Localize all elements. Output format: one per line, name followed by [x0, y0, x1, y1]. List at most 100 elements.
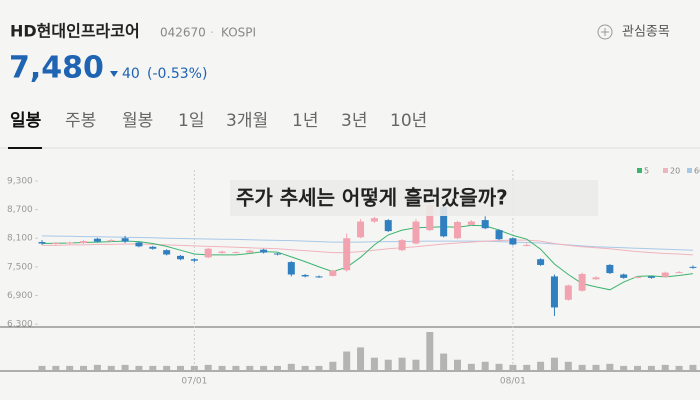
watch-label[interactable]: 관심종목	[622, 25, 670, 40]
volume-bar	[426, 332, 434, 370]
volume-bar	[467, 363, 475, 370]
volume-bar	[454, 359, 461, 370]
y-tick-label: 7,500	[7, 262, 33, 272]
volume-bar	[190, 365, 198, 370]
tab[interactable]: 1년	[292, 111, 318, 131]
volume-bar	[634, 365, 642, 370]
candle-body	[578, 274, 586, 291]
watch-button[interactable]: 관심종목	[597, 24, 670, 40]
y-tick-label: 8,100	[7, 234, 33, 244]
volume-bar	[315, 365, 323, 370]
candle-body	[80, 241, 88, 244]
change: 40	[122, 66, 140, 82]
volume-bar	[675, 365, 683, 370]
candle-body	[287, 262, 295, 275]
legend-label: 5	[644, 167, 649, 176]
volume-bar	[260, 365, 268, 370]
legend-swatch	[663, 168, 668, 173]
volume-bar	[592, 364, 600, 370]
volume-bar	[232, 365, 240, 370]
tab[interactable]: 10년	[390, 111, 427, 131]
volume-bar	[440, 353, 448, 370]
legend-swatch	[687, 168, 692, 173]
y-tick-label: 9,300	[7, 176, 33, 186]
volume-bar	[495, 363, 503, 370]
candle-body	[689, 266, 697, 268]
volume-bar	[246, 365, 254, 370]
candle-body	[204, 248, 212, 258]
candle-body	[412, 221, 420, 244]
candle-body	[218, 251, 226, 254]
candle-body	[177, 255, 184, 260]
y-tick-label: 8,700	[7, 205, 33, 215]
volume-bar	[647, 365, 655, 370]
candle-body	[273, 253, 281, 255]
candle-body	[426, 204, 434, 231]
tab[interactable]: 월봉	[122, 111, 153, 131]
candle-body	[384, 220, 392, 232]
change-pct: (-0.53%)	[147, 66, 207, 82]
candle-body	[606, 264, 614, 274]
legend-label: 20	[670, 167, 680, 176]
tab[interactable]: 주봉	[65, 111, 96, 131]
candle-body	[370, 218, 378, 222]
legend-swatch	[637, 168, 642, 173]
candle-body	[564, 285, 572, 300]
volume-bar	[537, 361, 545, 370]
candle-body	[440, 206, 448, 237]
volume-bar	[204, 364, 212, 370]
volume-bar	[218, 365, 226, 370]
y-tick-label: 6,900	[7, 291, 33, 301]
annotation-box	[230, 180, 598, 216]
candle-body	[509, 238, 517, 245]
tab[interactable]: 3개월	[226, 111, 268, 131]
volume-bar	[620, 365, 628, 370]
candle-body	[52, 243, 60, 245]
price: 7,480	[9, 51, 104, 86]
candle-body	[121, 238, 129, 242]
candle-body	[163, 250, 171, 255]
candle-body	[93, 238, 101, 242]
candle-body	[315, 276, 323, 278]
candle-body	[495, 230, 503, 240]
candle-body	[661, 272, 669, 277]
candle-body	[190, 259, 198, 261]
stock-name: HD현대인프라코어	[10, 22, 140, 41]
volume-bar	[135, 365, 143, 370]
candle-body	[675, 272, 683, 274]
candle-body	[398, 240, 406, 251]
volume-bar	[661, 364, 669, 370]
volume-bar	[481, 361, 489, 370]
volume-bar	[107, 365, 115, 370]
volume-bar	[578, 364, 586, 370]
candle-body	[357, 221, 365, 238]
candle-body	[481, 220, 489, 229]
tab[interactable]: 일봉	[10, 111, 42, 131]
volume-bar	[80, 365, 88, 370]
volume-bar	[523, 364, 531, 370]
volume-bar	[606, 363, 614, 370]
volume-bar	[398, 357, 406, 370]
candle-body	[329, 270, 337, 276]
tab[interactable]: 3년	[341, 111, 367, 131]
volume-bar	[412, 359, 420, 370]
volume-bar	[343, 351, 351, 370]
candle-body	[135, 242, 143, 247]
volume-bar	[273, 365, 281, 370]
tabs: 일봉 주봉 월봉 1일 3개월 1년 3년 10년	[10, 111, 427, 131]
candle-body	[38, 242, 46, 244]
stock-market: KOSPI	[221, 26, 256, 40]
moving-average	[41, 235, 693, 251]
volume-bar	[163, 365, 171, 370]
candle-body	[647, 276, 655, 278]
tab[interactable]: 1일	[178, 111, 204, 131]
volume-bar	[689, 364, 697, 370]
candle-body	[66, 242, 74, 244]
candle-body	[537, 259, 545, 265]
volume-bar	[149, 365, 157, 370]
candle-body	[260, 249, 268, 253]
volume-bar	[329, 361, 337, 370]
volume-bar	[550, 357, 558, 370]
